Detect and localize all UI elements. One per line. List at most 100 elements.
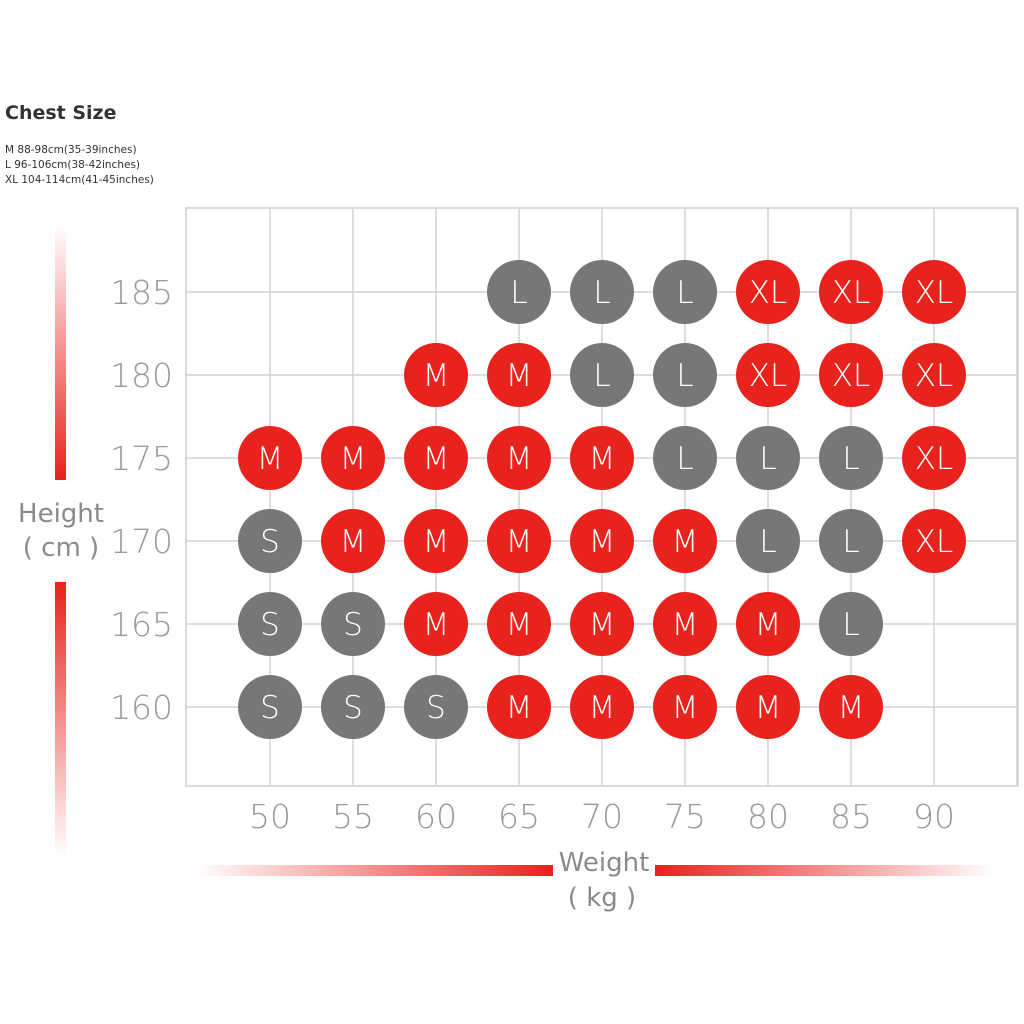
size-badge-label: M (423, 441, 450, 477)
x-axis-label: Weight (559, 848, 650, 878)
size-badge-label: S (260, 690, 280, 726)
size-badge-circle (321, 675, 385, 739)
size-badge-s: S (238, 592, 302, 656)
size-badge-circle (238, 592, 302, 656)
size-badge-label: M (589, 441, 616, 477)
size-badge-m: M (653, 675, 717, 739)
size-badge-m: M (570, 426, 634, 490)
size-badge-label: M (257, 441, 284, 477)
size-badge-label: S (426, 690, 446, 726)
size-badge-l: L (736, 426, 800, 490)
size-badge-m: M (570, 509, 634, 573)
y-tick-label: 160 (110, 688, 173, 727)
size-badge-label: L (842, 607, 859, 643)
size-badge-circle (404, 343, 468, 407)
size-badge-circle (653, 260, 717, 324)
size-badge-m: M (819, 675, 883, 739)
size-badge-circle (902, 260, 966, 324)
x-tick-label: 70 (581, 797, 623, 836)
size-badge-label: S (343, 690, 363, 726)
size-badge-circle (487, 592, 551, 656)
size-badge-circle (736, 260, 800, 324)
size-badge-label: M (423, 607, 450, 643)
size-badge-circle (570, 509, 634, 573)
size-badge-circle (902, 509, 966, 573)
size-badge-label: M (506, 441, 533, 477)
size-badge-m: M (736, 675, 800, 739)
size-badge-circle (736, 343, 800, 407)
x-tick-label: 75 (664, 797, 706, 836)
size-badge-circle (487, 426, 551, 490)
size-badge-label: M (589, 607, 616, 643)
size-badge-label: L (676, 441, 693, 477)
size-badge-circle (819, 592, 883, 656)
size-badge-circle (570, 592, 634, 656)
size-badge-label: M (755, 690, 782, 726)
size-badge-circle (238, 675, 302, 739)
size-badge-s: S (321, 675, 385, 739)
size-badge-l: L (570, 260, 634, 324)
size-badge-l: L (653, 260, 717, 324)
size-badge-xl: XL (736, 260, 800, 324)
size-badge-circle (487, 260, 551, 324)
size-badge-label: XL (915, 275, 954, 311)
size-badge-circle (570, 260, 634, 324)
ticks: 185 180 175 170 165 160 50 55 60 65 70 75 80 85 90 (110, 273, 955, 836)
x-axis-bar-right (655, 865, 995, 876)
size-badge-label: M (506, 358, 533, 394)
size-badge-label: M (340, 441, 367, 477)
chest-size-title: Chest Size (5, 102, 117, 124)
size-badge-label: XL (832, 275, 871, 311)
size-badge-circle (404, 426, 468, 490)
size-badge-label: XL (749, 358, 788, 394)
size-badge-circle (321, 592, 385, 656)
size-badge-circle (819, 675, 883, 739)
size-badge-l: L (570, 343, 634, 407)
x-tick-label: 65 (498, 797, 540, 836)
size-badge-m: M (487, 426, 551, 490)
size-badge-xl: XL (819, 260, 883, 324)
size-badge-l: L (487, 260, 551, 324)
size-badge-label: XL (915, 441, 954, 477)
size-badge-s: S (321, 592, 385, 656)
size-badge-circle (404, 509, 468, 573)
size-badge-m: M (404, 509, 468, 573)
size-badge-l: L (819, 592, 883, 656)
size-badge-circle (570, 675, 634, 739)
size-badge-xl: XL (902, 426, 966, 490)
y-axis-bar-bottom (55, 582, 66, 857)
y-axis-unit: ( cm ) (23, 533, 99, 563)
size-badge-l: L (819, 426, 883, 490)
size-badge-m: M (321, 509, 385, 573)
size-badge-label: M (755, 607, 782, 643)
x-tick-label: 80 (747, 797, 789, 836)
size-badge-circle (653, 509, 717, 573)
size-badge-m: M (238, 426, 302, 490)
size-badge-circle (487, 509, 551, 573)
size-badge-circle (321, 426, 385, 490)
size-badge-circle (653, 343, 717, 407)
size-badge-circle (487, 343, 551, 407)
y-tick-label: 170 (110, 522, 173, 561)
chest-size-l: L 96-106cm(38-42inches) (5, 159, 141, 171)
size-badge-circle (653, 675, 717, 739)
size-badge-circle (736, 509, 800, 573)
size-badge-label: L (759, 441, 776, 477)
size-badge-label: M (423, 358, 450, 394)
size-badge-label: L (510, 275, 527, 311)
size-badge-circle (653, 592, 717, 656)
y-tick-label: 185 (110, 273, 173, 312)
x-axis-unit: ( kg ) (568, 883, 636, 913)
size-badge-l: L (736, 509, 800, 573)
size-badge-xl: XL (902, 509, 966, 573)
size-badge-circle (404, 675, 468, 739)
size-badges: L L L XL XL XL M M L L XL XL XL M M M M M L L L XL S M M M M M L L XL S… (238, 260, 966, 739)
size-badge-m: M (487, 343, 551, 407)
size-badge-label: M (423, 524, 450, 560)
size-badge-label: M (340, 524, 367, 560)
size-badge-m: M (487, 675, 551, 739)
size-badge-label: M (672, 690, 699, 726)
size-badge-label: M (506, 607, 533, 643)
size-badge-circle (736, 426, 800, 490)
